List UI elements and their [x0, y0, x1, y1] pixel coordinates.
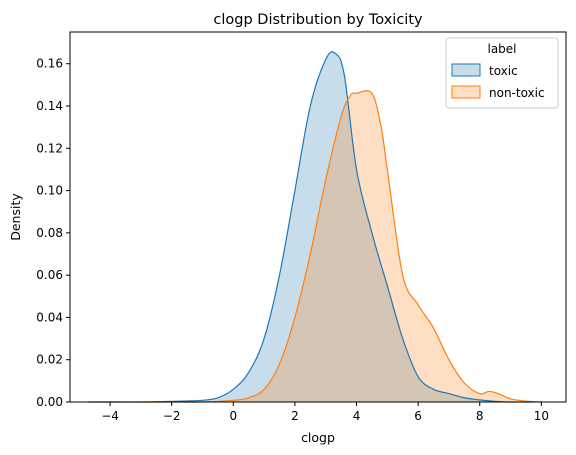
x-tick-label: −4 [101, 409, 119, 423]
y-tick-label: 0.02 [36, 353, 63, 367]
density-fill-toxic [88, 51, 533, 403]
x-tick-label: 2 [291, 409, 299, 423]
x-tick-label: 8 [476, 409, 484, 423]
y-axis-ticks: 0.00 0.02 0.04 0.06 0.08 0.10 0.12 0.14 0.16 [36, 57, 70, 409]
y-tick-label: 0.10 [36, 184, 63, 198]
legend-title: label [487, 42, 516, 56]
x-tick-label: −2 [163, 409, 181, 423]
y-tick-label: 0.12 [36, 141, 63, 155]
legend-label-non-toxic: non-toxic [489, 86, 545, 100]
y-tick-label: 0.16 [36, 57, 63, 71]
x-tick-label: 4 [353, 409, 361, 423]
x-axis-label: clogp [301, 430, 335, 445]
chart-title: clogp Distribution by Toxicity [213, 12, 423, 28]
legend-box [445, 37, 559, 109]
x-tick-label: 10 [534, 409, 549, 423]
density-line-toxic [88, 51, 533, 403]
series-fills [88, 51, 542, 403]
y-tick-label: 0.08 [36, 226, 63, 240]
series-lines [88, 51, 542, 403]
legend-label-toxic: toxic [489, 64, 518, 78]
legend: label toxic non-toxic [445, 37, 559, 109]
legend-swatch-non-toxic [451, 85, 481, 99]
density-fill-non-toxic [88, 90, 542, 403]
y-tick-label: 0.00 [36, 395, 63, 409]
plot-area [69, 31, 567, 403]
y-tick-label: 0.14 [36, 99, 63, 113]
y-tick-label: 0.04 [36, 310, 63, 324]
x-tick-label: 0 [229, 409, 237, 423]
legend-swatch-toxic [451, 63, 481, 77]
x-tick-label: 6 [414, 409, 422, 423]
y-tick-label: 0.06 [36, 268, 63, 282]
density-line-non-toxic [88, 90, 542, 403]
x-axis-ticks: −4 −2 0 2 4 6 8 10 [101, 402, 549, 423]
y-axis-label: Density [8, 193, 23, 241]
axes-frame [69, 31, 567, 403]
